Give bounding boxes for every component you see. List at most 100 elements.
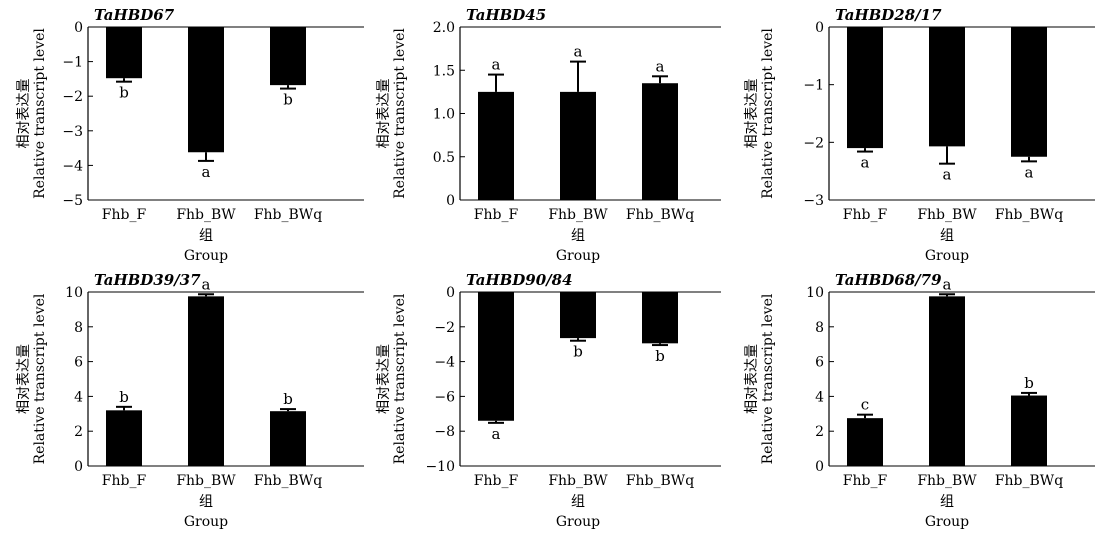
y-tick-label: −3 [803,193,824,209]
chart-title: TaHBD39/37 [94,271,201,289]
y-tick-label: 10 [806,285,824,301]
bar-Fhb_BWq [642,83,678,200]
significance-label: b [655,347,665,365]
x-tick-label: Fhb_F [474,207,519,223]
y-tick-label: −2 [434,320,455,336]
significance-label: b [1024,374,1034,392]
bar-Fhb_BW [929,296,965,466]
y-tick-label: 0 [446,193,455,209]
chart-panel-3: TaHBD28/17 0 −1 −2 −3 相对表达量Relative transcrip… [744,6,1095,264]
bar-Fhb_F [478,91,514,200]
y-tick-label: 0 [815,20,824,36]
significance-label: a [861,154,870,172]
y-tick-label: 0 [74,20,83,36]
x-axis-label-cn: 组 [940,228,954,244]
x-tick-label: Fhb_BWq [995,473,1063,489]
significance-label: a [492,56,501,74]
significance-label: a [202,163,211,181]
significance-label: a [1025,163,1034,181]
x-axis-label-en: Group [184,514,228,530]
y-tick-label: 6 [815,355,824,371]
significance-label: a [574,43,583,61]
y-tick-label: −1 [803,78,824,94]
y-axis-label: 相对表达量Relative transcript level [376,28,408,199]
bar-Fhb_F [106,27,142,79]
y-tick-label: 8 [74,320,83,336]
y-tick-label: −4 [434,355,455,371]
y-tick-label: 2.0 [433,20,455,36]
chart-panel-6: TaHBD68/79 0 2 4 6 8 10 相对表达量Relative transcrip… [744,271,1095,530]
y-tick-label: 1.5 [433,63,455,79]
x-tick-label: Fhb_BW [548,473,608,489]
bar-Fhb_BW [560,292,596,339]
chart-title: TaHBD28/17 [835,6,942,24]
y-tick-label: −8 [434,424,455,440]
bar-Fhb_BW [188,296,224,466]
significance-label: a [943,166,952,184]
y-tick-label: 2 [815,424,824,440]
x-axis-label-cn: 组 [199,494,213,510]
y-tick-label: −2 [62,89,83,105]
y-tick-label: −2 [803,135,824,151]
significance-label: b [283,390,293,408]
bar-Fhb_F [106,410,142,466]
y-axis-label-cn: 相对表达量 [744,79,760,149]
significance-label: b [573,343,583,361]
y-axis-label-en: Relative transcript level [392,293,408,464]
y-axis-label-cn: 相对表达量 [744,344,760,414]
y-axis-label: 相对表达量Relative transcript level [16,28,48,199]
significance-label: b [283,91,293,109]
y-tick-label: 2 [74,424,83,440]
bar-Fhb_BW [560,91,596,200]
y-axis-label: 相对表达量Relative transcript level [744,28,776,199]
y-tick-label: 8 [815,320,824,336]
bar-Fhb_BWq [270,27,306,86]
y-tick-label: −4 [62,158,83,174]
y-axis-label-cn: 相对表达量 [16,344,32,414]
y-axis-label-cn: 相对表达量 [376,344,392,414]
significance-label: a [202,275,211,293]
y-tick-label: 4 [815,389,824,405]
chart-title: TaHBD67 [94,6,175,24]
chart-title: TaHBD90/84 [466,271,573,289]
y-axis-label-en: Relative transcript level [760,293,776,464]
x-tick-label: Fhb_BW [176,473,236,489]
bar-Fhb_BWq [642,292,678,344]
y-tick-label: 4 [74,389,83,405]
bar-Fhb_BWq [270,411,306,466]
x-tick-label: Fhb_F [843,473,888,489]
y-tick-label: 1.0 [433,107,455,123]
bar-Fhb_BWq [1011,395,1047,466]
y-tick-label: −6 [434,389,455,405]
y-axis-label-en: Relative transcript level [32,293,48,464]
x-tick-label: Fhb_BWq [626,473,694,489]
chart-title: TaHBD45 [466,6,546,24]
y-tick-label: 0 [74,459,83,475]
bar-Fhb_F [478,292,514,421]
bar-Fhb_F [847,418,883,466]
significance-label: b [119,388,129,406]
bar-Fhb_BW [929,27,965,147]
y-axis-label-cn: 相对表达量 [376,79,392,149]
x-tick-label: Fhb_BWq [626,207,694,223]
significance-label: b [119,84,129,102]
y-tick-label: 6 [74,355,83,371]
significance-label: a [656,57,665,75]
x-tick-label: Fhb_BWq [254,207,322,223]
y-tick-label: 10 [65,285,83,301]
x-tick-label: Fhb_F [474,473,519,489]
chart-title: TaHBD68/79 [835,271,942,289]
y-tick-label: −3 [62,124,83,140]
significance-label: a [492,425,501,443]
y-axis-label: 相对表达量Relative transcript level [744,293,776,464]
x-axis-label-cn: 组 [571,494,585,510]
y-tick-label: −1 [62,55,83,71]
y-axis-label-en: Relative transcript level [760,28,776,199]
x-tick-label: Fhb_F [102,473,147,489]
bar-Fhb_BW [188,27,224,153]
x-axis-label-en: Group [184,248,228,264]
x-axis-label-en: Group [556,514,600,530]
y-tick-label: 0.5 [433,150,455,166]
x-tick-label: Fhb_BW [176,207,236,223]
x-tick-label: Fhb_BWq [254,473,322,489]
